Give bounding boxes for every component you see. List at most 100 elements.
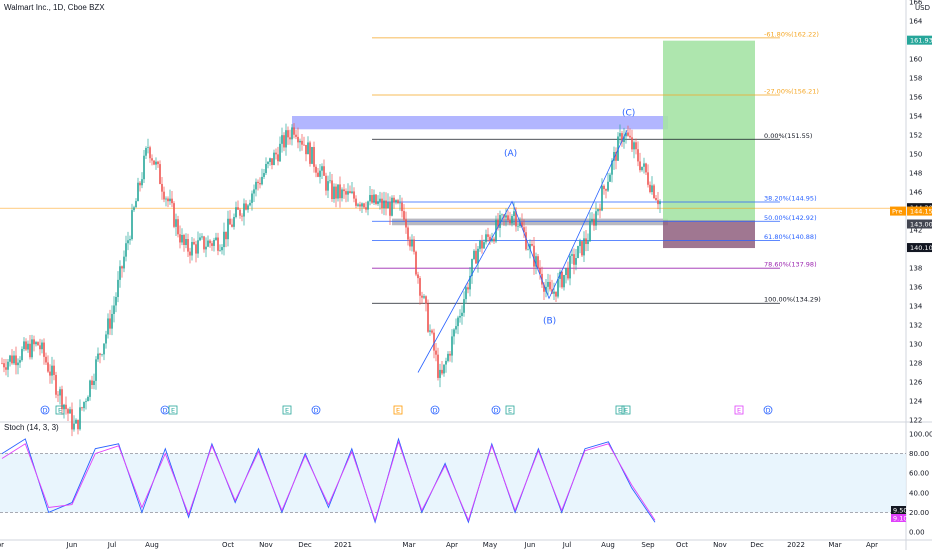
- candle: [247, 203, 249, 213]
- candle-body: [237, 207, 239, 210]
- candle: [249, 199, 251, 207]
- x-tick-label: Jul: [107, 541, 117, 549]
- candle: [59, 386, 61, 405]
- candle: [57, 391, 59, 402]
- candle: [609, 172, 611, 182]
- candle-body: [341, 189, 343, 199]
- price-badge: [907, 243, 932, 253]
- candle: [13, 350, 15, 366]
- candle-body: [553, 291, 555, 294]
- x-tick-label: Dec: [298, 541, 312, 549]
- candle: [441, 361, 443, 376]
- candle: [321, 163, 323, 180]
- candle: [617, 132, 619, 161]
- candle-body: [21, 349, 23, 361]
- candle-body: [507, 215, 509, 221]
- candle-body: [579, 241, 581, 247]
- x-tick-label: Mar: [402, 541, 415, 549]
- candle-body: [621, 133, 623, 143]
- candle: [623, 127, 625, 149]
- candle-body: [203, 236, 205, 250]
- candle: [283, 132, 285, 152]
- candle: [47, 355, 49, 373]
- candle-body: [391, 197, 393, 216]
- candle-body: [655, 198, 657, 201]
- candle-body: [235, 207, 237, 218]
- candle-body: [201, 236, 203, 238]
- candle-body: [25, 341, 27, 350]
- candle: [241, 213, 243, 222]
- candle: [337, 184, 339, 202]
- stop-zone: [663, 220, 755, 249]
- candle: [93, 373, 95, 390]
- candle: [355, 195, 357, 209]
- price-badge-label: 140.10: [910, 244, 932, 252]
- candle: [459, 309, 461, 323]
- candle-body: [335, 186, 337, 199]
- dividend-marker: [430, 405, 440, 415]
- earnings-marker: [734, 405, 744, 415]
- candle: [637, 141, 639, 167]
- x-tick-label: 2021: [334, 541, 352, 549]
- candle: [211, 240, 213, 251]
- y-tick-label: 138: [909, 265, 922, 273]
- candle-body: [599, 209, 601, 211]
- candle-body: [505, 215, 507, 218]
- candle: [205, 237, 207, 258]
- candle: [369, 185, 371, 206]
- candle-body: [49, 371, 51, 376]
- candle-body: [227, 218, 229, 240]
- x-tick-label: Nov: [259, 541, 273, 549]
- candle: [435, 343, 437, 362]
- candle-body: [5, 367, 7, 370]
- candle: [307, 136, 309, 155]
- candle-body: [437, 354, 439, 378]
- candle: [143, 150, 145, 183]
- candle: [83, 401, 85, 412]
- candle: [99, 352, 101, 364]
- candle: [397, 198, 399, 205]
- candle: [275, 148, 277, 160]
- candle: [147, 138, 149, 154]
- candle-body: [573, 254, 575, 265]
- candle: [133, 205, 135, 213]
- candle: [605, 188, 607, 199]
- candle-body: [193, 242, 195, 245]
- candle-body: [307, 142, 309, 155]
- y-tick-label: 160: [909, 56, 922, 64]
- candle: [453, 328, 455, 345]
- candle: [425, 295, 427, 312]
- candle-body: [649, 184, 651, 193]
- candle-body: [127, 240, 129, 244]
- stoch-title: Stoch (14, 3, 3): [4, 423, 59, 432]
- candle: [553, 282, 555, 300]
- candle-body: [283, 135, 285, 148]
- candle-body: [539, 268, 541, 274]
- candle: [9, 354, 11, 367]
- x-tick-label: Dec: [750, 541, 764, 549]
- candle: [299, 138, 301, 152]
- candle-body: [431, 330, 433, 333]
- candle: [195, 240, 197, 263]
- candle: [475, 243, 477, 264]
- candle-body: [343, 189, 345, 192]
- candle-body: [27, 343, 29, 350]
- candle-body: [209, 240, 211, 244]
- candle-body: [151, 158, 153, 161]
- candle-body: [141, 179, 143, 186]
- candle-body: [423, 296, 425, 298]
- candle: [555, 291, 557, 303]
- candle-body: [251, 193, 253, 203]
- candle-body: [347, 191, 349, 195]
- candle-body: [17, 362, 19, 366]
- candle: [33, 335, 35, 352]
- candle: [419, 275, 421, 305]
- candle-body: [23, 341, 25, 350]
- candle-body: [467, 287, 469, 290]
- candle: [379, 191, 381, 210]
- candle: [325, 172, 327, 196]
- candle: [393, 195, 395, 209]
- candle: [311, 146, 313, 165]
- candle: [415, 250, 417, 277]
